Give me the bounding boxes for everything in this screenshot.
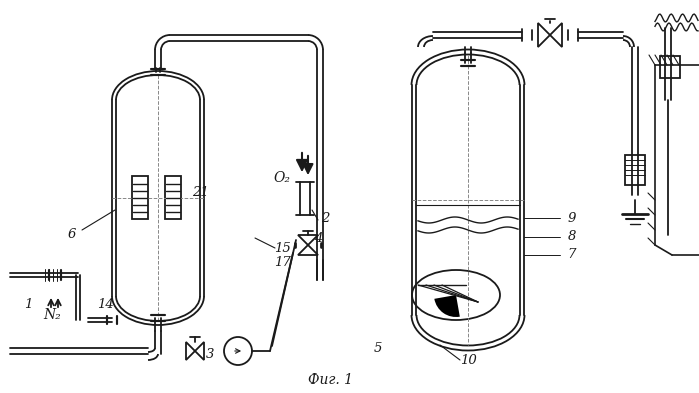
Bar (132, 176, 148, 219)
Text: 5: 5 (374, 342, 382, 354)
Polygon shape (186, 342, 195, 360)
Bar (625, 155, 645, 185)
Polygon shape (298, 235, 318, 245)
Text: 14: 14 (96, 299, 113, 312)
Polygon shape (298, 245, 318, 255)
Text: 6: 6 (68, 228, 76, 242)
Text: 10: 10 (460, 353, 477, 367)
Ellipse shape (412, 270, 500, 320)
Text: 9: 9 (568, 211, 576, 224)
Text: 15: 15 (273, 242, 290, 255)
Text: 3: 3 (206, 349, 214, 362)
Bar (660, 56, 680, 78)
Text: 8: 8 (568, 231, 576, 244)
Text: 7: 7 (568, 248, 576, 261)
Text: O₂: O₂ (273, 171, 291, 185)
Text: 4: 4 (314, 231, 322, 244)
Polygon shape (538, 23, 550, 47)
Text: 1: 1 (24, 299, 32, 312)
Text: 2: 2 (321, 211, 329, 224)
Text: 21: 21 (192, 187, 208, 200)
Wedge shape (434, 295, 460, 317)
Text: Фиг. 1: Фиг. 1 (308, 373, 352, 387)
Polygon shape (195, 342, 204, 360)
Polygon shape (550, 23, 562, 47)
Text: N₂: N₂ (43, 308, 61, 322)
Text: 17: 17 (273, 255, 290, 268)
Circle shape (224, 337, 252, 365)
Bar (165, 176, 181, 219)
